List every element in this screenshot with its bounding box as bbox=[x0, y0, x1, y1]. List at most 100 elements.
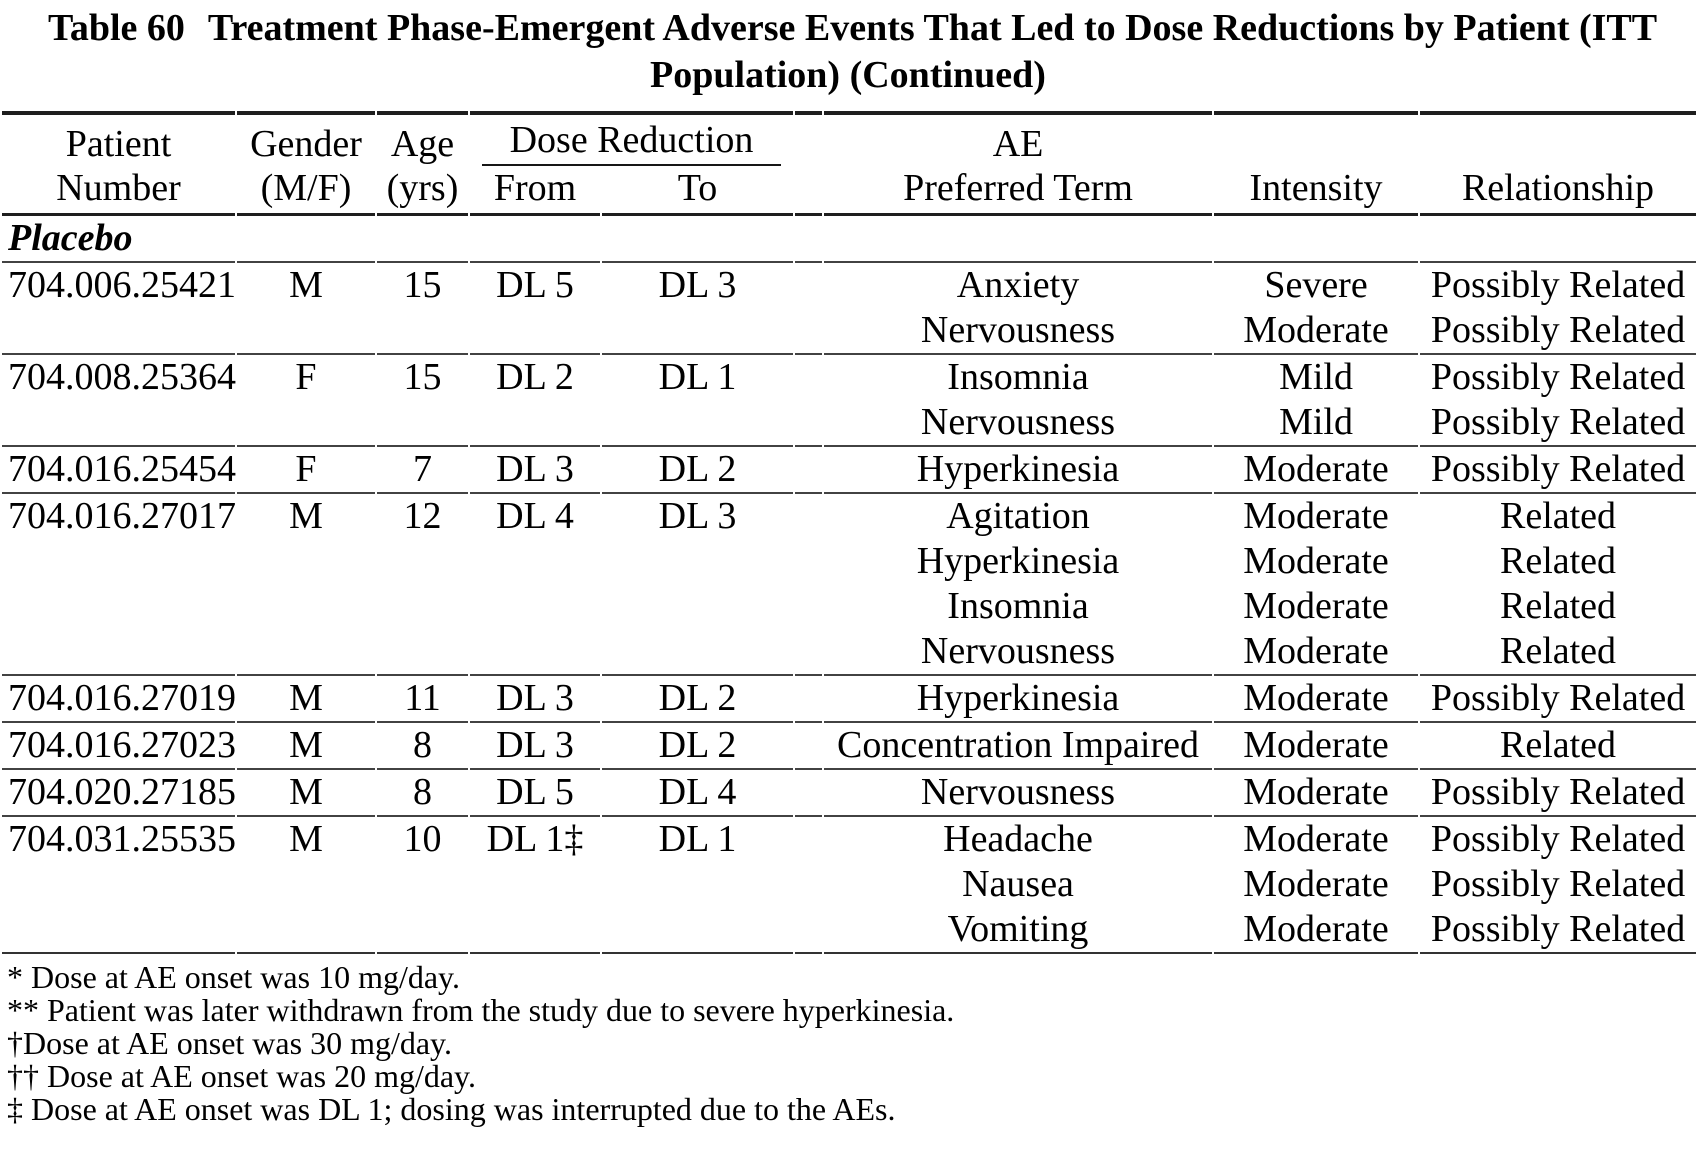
cell-gender bbox=[237, 907, 375, 954]
cell-age: 15 bbox=[377, 353, 468, 400]
cell-age: 7 bbox=[377, 445, 468, 492]
cell-dose-to bbox=[602, 862, 793, 907]
cell-ae-term: Hyperkinesia bbox=[824, 674, 1213, 721]
footnote: ‡ Dose at AE onset was DL 1; dosing was … bbox=[7, 1091, 896, 1127]
cell-gender bbox=[237, 308, 375, 353]
cell-intensity: Mild bbox=[1279, 401, 1353, 443]
cell-relationship: Possibly Related bbox=[1430, 309, 1686, 351]
cell-dose-from bbox=[470, 539, 600, 584]
cell-age bbox=[377, 539, 468, 584]
column-header-intensity: Intensity bbox=[1214, 166, 1419, 216]
table-row: Vomiting Moderate Possibly Related bbox=[2, 907, 1696, 954]
column-header-dose-reduction: Dose Reduction bbox=[470, 111, 794, 166]
cell-gender: M bbox=[237, 674, 375, 721]
cell-intensity: Moderate bbox=[1214, 674, 1419, 721]
cell-dose-to bbox=[602, 539, 793, 584]
cell-ae-term: Agitation bbox=[824, 492, 1213, 539]
cell-dose-to: DL 4 bbox=[602, 768, 794, 815]
title-line-1: Table 60 Treatment Phase-Emergent Adverse… bbox=[48, 5, 1657, 52]
cell-spacer bbox=[795, 862, 822, 907]
cell-dose-from bbox=[470, 862, 600, 907]
cell-dose-to: DL 2 bbox=[602, 674, 794, 721]
cell-age bbox=[377, 400, 468, 445]
cell-dose-from bbox=[470, 907, 600, 954]
cell-intensity: Moderate bbox=[1243, 585, 1389, 627]
cell-ae-term: Insomnia bbox=[824, 353, 1213, 400]
cell-age: 8 bbox=[377, 721, 468, 768]
cell-patient-number: 704.031.25535 bbox=[2, 815, 236, 862]
footnote: * Dose at AE onset was 10 mg/day. bbox=[7, 959, 460, 995]
cell-spacer bbox=[795, 629, 822, 674]
table-row: Hyperkinesia Moderate Related bbox=[2, 539, 1696, 584]
cell-ae-term: Nervousness bbox=[920, 401, 1116, 443]
cell-dose-to: DL 3 bbox=[602, 492, 794, 539]
cell-patient-number: 704.016.27023 bbox=[2, 721, 236, 768]
cell-gender: M bbox=[237, 261, 375, 308]
cell-spacer bbox=[795, 539, 822, 584]
cell-relationship: Possibly Related bbox=[1420, 907, 1696, 954]
cell-patient-number bbox=[2, 400, 235, 445]
table-header: Patient Gender Age Dose Reduction AE Num… bbox=[2, 111, 1696, 216]
cell-dose-from: DL 3 bbox=[470, 445, 600, 492]
cell-relationship: Possibly Related bbox=[1420, 768, 1696, 815]
cell-gender bbox=[237, 539, 375, 584]
cell-dose-to bbox=[602, 584, 793, 629]
cell-patient-number: 704.016.27019 bbox=[2, 674, 236, 721]
cell-dose-to bbox=[602, 308, 793, 353]
cell-intensity: Moderate bbox=[1214, 721, 1419, 768]
cell-patient-number bbox=[2, 862, 235, 907]
table-row: 704.016.25454 F 7 DL 3 DL 2 Hyperkinesia Moder… bbox=[2, 445, 1696, 492]
cell-dose-from bbox=[470, 308, 600, 353]
cell-age bbox=[377, 584, 468, 629]
cell-ae-term: Nausea bbox=[962, 863, 1074, 905]
cell-relationship: Possibly Related bbox=[1420, 445, 1696, 492]
table-row: 704.016.27023 M 8 DL 3 DL 2 Concentration Imp… bbox=[2, 721, 1696, 768]
cell-ae-term: Vomiting bbox=[824, 907, 1213, 954]
cell-relationship: Possibly Related bbox=[1420, 674, 1696, 721]
cell-relationship: Related bbox=[1420, 721, 1696, 768]
header-row-1: Patient Gender Age Dose Reduction AE bbox=[2, 111, 1696, 166]
cell-dose-from bbox=[470, 629, 600, 674]
footnote: †† Dose at AE onset was 20 mg/day. bbox=[7, 1058, 476, 1094]
cell-dose-to: DL 2 bbox=[602, 721, 794, 768]
section-label: Placebo bbox=[8, 217, 133, 259]
table-row: 704.006.25421 M 15 DL 5 DL 3 Anxiety Severe Pos… bbox=[2, 261, 1696, 308]
cell-patient-number: 704.006.25421 bbox=[2, 261, 236, 308]
cell-intensity: Moderate bbox=[1214, 815, 1419, 862]
cell-dose-from: DL 1‡ bbox=[470, 815, 600, 862]
cell-ae-term: Nervousness bbox=[920, 630, 1116, 672]
cell-spacer bbox=[795, 584, 822, 629]
cell-spacer bbox=[795, 353, 823, 400]
cell-ae-term: Nervousness bbox=[920, 309, 1116, 351]
cell-gender bbox=[237, 584, 375, 629]
table-row: Insomnia Moderate Related bbox=[2, 584, 1696, 629]
cell-age bbox=[377, 907, 468, 954]
cell-dose-to bbox=[602, 629, 793, 674]
cell-age bbox=[377, 862, 468, 907]
cell-dose-from bbox=[470, 584, 600, 629]
column-header-from: From bbox=[470, 166, 600, 216]
table-row: 704.031.25535 M 10 DL 1‡ DL 1 Headache Moderat… bbox=[2, 815, 1696, 862]
header-row-2: Number (M/F) (yrs) From To Preferred Ter… bbox=[2, 166, 1696, 216]
cell-age bbox=[377, 629, 468, 674]
cell-patient-number: 704.016.25454 bbox=[2, 445, 236, 492]
adverse-events-table: Patient Gender Age Dose Reduction AE Num… bbox=[0, 111, 1696, 954]
cell-spacer bbox=[795, 815, 823, 862]
column-header-age-yrs: (yrs) bbox=[377, 166, 468, 216]
cell-intensity: Severe bbox=[1214, 261, 1419, 308]
column-header-patient: Patient bbox=[2, 111, 235, 166]
table-row: Nausea Moderate Possibly Related bbox=[2, 862, 1696, 907]
cell-age bbox=[377, 308, 468, 353]
cell-age: 11 bbox=[377, 674, 468, 721]
cell-spacer bbox=[795, 674, 823, 721]
cell-age: 15 bbox=[377, 261, 468, 308]
cell-patient-number: 704.016.27017 bbox=[2, 492, 236, 539]
cell-ae-term: Headache bbox=[824, 815, 1213, 862]
footnote: †Dose at AE onset was 30 mg/day. bbox=[7, 1025, 452, 1061]
column-header-patient-number: Number bbox=[2, 166, 235, 216]
cell-relationship: Possibly Related bbox=[1420, 815, 1696, 862]
cell-dose-from: DL 3 bbox=[470, 721, 600, 768]
cell-dose-to: DL 3 bbox=[602, 261, 794, 308]
cell-patient-number bbox=[2, 907, 235, 954]
cell-spacer bbox=[795, 721, 823, 768]
